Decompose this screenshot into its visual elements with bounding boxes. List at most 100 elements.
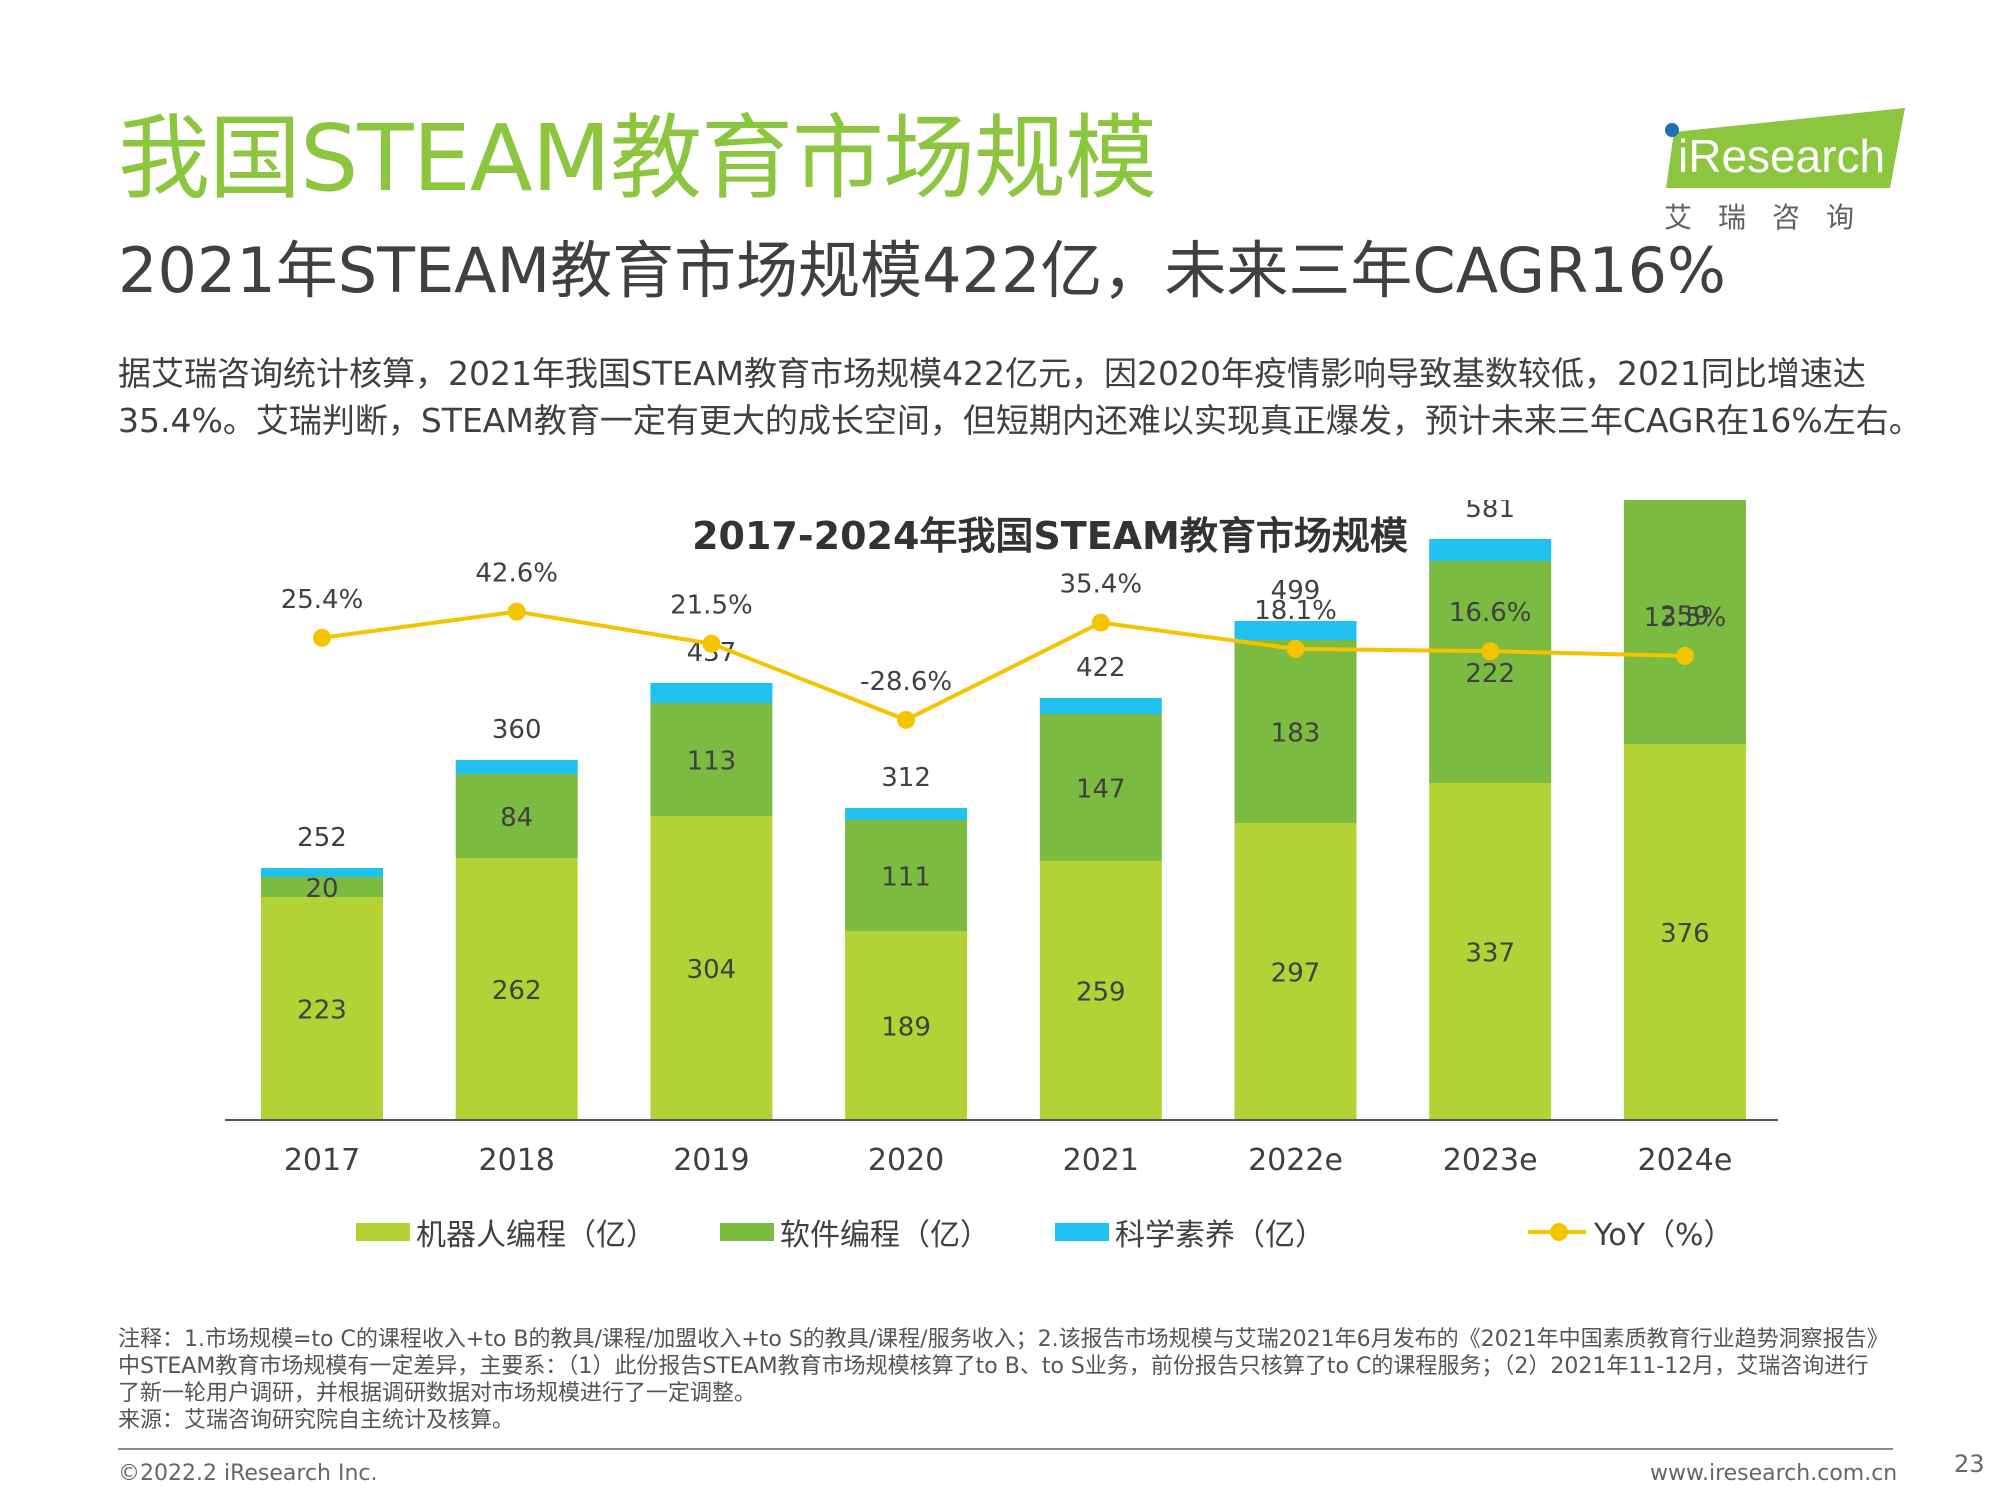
- bar-value-label: 376: [1660, 919, 1710, 949]
- footer-copyright: ©2022.2 iResearch Inc.: [118, 1461, 378, 1486]
- bars-layer: [225, 500, 1778, 1121]
- bar-segment-robot: [845, 931, 968, 1120]
- bar-value-label: 189: [881, 1013, 931, 1043]
- note-line: 注释：1.市场规模=to C的课程收入+to B的教具/课程/加盟收入+to S…: [118, 1327, 1889, 1352]
- bar-total-label: 422: [1076, 653, 1126, 683]
- logo-tagline: 艾瑞咨询: [1664, 201, 1881, 234]
- yoy-point: [1091, 613, 1110, 632]
- bar-segment-robot: [1429, 783, 1552, 1120]
- bar-segment-science: [261, 868, 383, 877]
- x-tick-label: 2018: [479, 1143, 555, 1178]
- x-tick-label: 2020: [868, 1143, 944, 1178]
- legend-line-marker: [1528, 1223, 1586, 1241]
- notes-block: 注释：1.市场规模=to C的课程收入+to B的教具/课程/加盟收入+to S…: [118, 1326, 1918, 1434]
- yoy-value-label: 35.4%: [1059, 570, 1142, 600]
- bar-value-label: 304: [687, 955, 737, 985]
- bar-segment-science: [1039, 698, 1162, 714]
- bar-total-label: 581: [1465, 500, 1515, 524]
- bar-value-label: 183: [1271, 719, 1321, 749]
- bar-segment-software: [1623, 500, 1746, 744]
- bar-segment-software: [845, 820, 968, 931]
- yoy-point: [1481, 642, 1500, 661]
- yoy-value-label: -28.6%: [860, 667, 952, 697]
- legend-swatch: [356, 1223, 410, 1241]
- bar-value-label: 259: [1076, 978, 1126, 1008]
- bar-total-label: 312: [881, 763, 931, 793]
- yoy-value-label: 16.6%: [1449, 598, 1532, 628]
- bar-segment-robot: [1234, 823, 1357, 1120]
- bar-total-label: 499: [1271, 576, 1321, 606]
- bar-value-label: 337: [1465, 939, 1515, 969]
- bar-segment-robot: [650, 816, 773, 1120]
- description-line: 据艾瑞咨询统计核算，2021年我国STEAM教育市场规模422亿元，因2020年…: [118, 354, 1866, 393]
- legend-swatch: [720, 1223, 774, 1241]
- bar-value-label: 222: [1465, 659, 1515, 689]
- legend-label: YoY（%）: [1594, 1218, 1734, 1253]
- yoy-point: [313, 628, 331, 647]
- bar-segment-software: [455, 774, 578, 858]
- legend-item: 软件编程（亿）: [720, 1212, 990, 1253]
- x-tick-label: 2024e: [1637, 1143, 1732, 1178]
- iresearch-logo: iResearch: [1665, 108, 1905, 188]
- legend-item: 机器人编程（亿）: [356, 1212, 656, 1253]
- bar-segment-robot: [1039, 861, 1162, 1120]
- x-tick-label: 2017: [284, 1143, 360, 1178]
- yoy-value-label: 21.5%: [670, 591, 753, 621]
- x-tick-label: 2023e: [1443, 1143, 1538, 1178]
- chart-title: 2017-2024年我国STEAM教育市场规模: [692, 514, 1408, 558]
- yoy-value-label: 42.6%: [475, 559, 558, 589]
- bar-value-label: 111: [881, 863, 931, 893]
- footer-divider: [118, 1448, 1893, 1450]
- bar-total-label: 360: [492, 715, 542, 745]
- bar-segment-software: [1234, 640, 1357, 823]
- yoy-line-layer: 25.4% 42.6% 21.5% -28.6% 35.4% 18.1% 16.6% 13.5…: [281, 559, 1727, 729]
- legend-item: 科学素养（亿）: [1055, 1212, 1325, 1253]
- labels-layer: 2232025220172628436020183041134372019189…: [284, 500, 1732, 1178]
- logo-wordmark: iResearch: [1678, 130, 1885, 182]
- x-tick-label: 2019: [673, 1143, 749, 1178]
- bar-segment-robot: [455, 858, 578, 1120]
- bar-total-label: 252: [297, 823, 347, 853]
- bar-value-label: 259: [1660, 602, 1710, 632]
- note-source: 来源：艾瑞咨询研究院自主统计及核算。: [118, 1408, 515, 1433]
- bar-value-label: 223: [297, 996, 347, 1026]
- page-title: 我国STEAM教育市场规模: [118, 105, 1157, 212]
- yoy-point: [507, 602, 526, 621]
- bar-segment-science: [455, 760, 578, 774]
- bar-segment-software: [1429, 561, 1552, 783]
- note-line: 了新一轮用户调研，并根据调研数据对市场规模进行了一定调整。: [118, 1381, 757, 1406]
- bar-segment-science: [650, 683, 773, 703]
- legend-swatch: [1055, 1223, 1109, 1241]
- bar-segment-science: [1429, 539, 1552, 561]
- legend-dot: [1550, 1223, 1568, 1241]
- yoy-value-label: 13.5%: [1644, 603, 1727, 633]
- description-line: 35.4%。艾瑞判断，STEAM教育一定有更大的成长空间，但短期内还难以实现真正…: [118, 401, 1922, 440]
- yoy-point: [702, 634, 721, 653]
- yoy-value-label: 18.1%: [1254, 596, 1337, 626]
- footer-url[interactable]: www.iresearch.com.cn: [1650, 1461, 1898, 1486]
- bar-segment-robot: [261, 897, 383, 1120]
- bar-segment-robot: [1623, 744, 1746, 1120]
- bar-value-label: 84: [500, 803, 533, 833]
- bar-value-label: 147: [1076, 775, 1126, 805]
- stacked-bar-line-chart: 2017-2024年我国STEAM教育市场规模 223 20 252 2017 262 8…: [225, 500, 1778, 1178]
- legend-item: YoY（%）: [1528, 1212, 1734, 1253]
- bar-value-label: 113: [687, 747, 737, 777]
- bar-value-label: 262: [492, 976, 542, 1006]
- yoy-point: [1286, 639, 1305, 658]
- legend-label: 软件编程（亿）: [780, 1218, 990, 1253]
- yoy-value-label: 25.4%: [281, 585, 364, 615]
- page-subtitle: 2021年STEAM教育市场规模422亿，未来三年CAGR16%: [118, 234, 1726, 307]
- legend-label: 机器人编程（亿）: [416, 1218, 656, 1253]
- note-line: 中STEAM教育市场规模有一定差异，主要系：（1）此份报告STEAM教育市场规模…: [118, 1354, 1869, 1379]
- x-tick-label: 2021: [1063, 1143, 1139, 1178]
- bar-segment-science: [845, 808, 968, 820]
- bar-segment-software: [1039, 714, 1162, 861]
- legend-label: 科学素养（亿）: [1115, 1218, 1325, 1253]
- bar-value-label: 297: [1271, 959, 1321, 989]
- bar-segment-software: [650, 703, 773, 816]
- bar-segment-software: [261, 877, 383, 897]
- bar-value-label: 20: [305, 874, 338, 904]
- page-number: 23: [1954, 1450, 1985, 1478]
- yoy-line: [321, 609, 1685, 723]
